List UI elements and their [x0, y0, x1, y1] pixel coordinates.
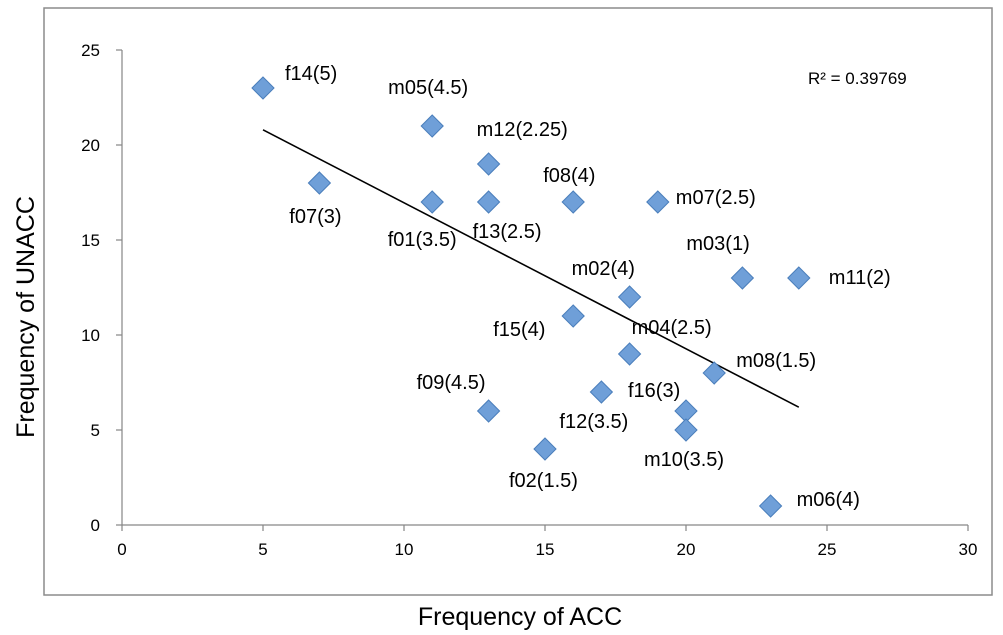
data-point-marker	[561, 190, 585, 214]
data-point-label: f01(3.5)	[388, 229, 457, 251]
data-point-marker	[420, 114, 444, 138]
data-point-label: f07(3)	[289, 206, 341, 228]
x-axis-title: Frequency of ACC	[418, 603, 622, 631]
data-point-label: f02(1.5)	[509, 470, 578, 492]
data-point-marker	[251, 76, 275, 100]
data-point-marker	[307, 171, 332, 195]
data-point-label: f13(2.5)	[473, 221, 542, 243]
data-point-marker	[787, 266, 811, 290]
y-tick-label: 25	[81, 41, 100, 60]
y-tick-label: 0	[91, 516, 100, 535]
data-point-label: m06(4)	[797, 489, 860, 511]
data-point-marker	[476, 190, 501, 214]
trendline	[262, 129, 800, 408]
data-point-marker	[617, 285, 642, 309]
x-tick-label: 25	[818, 540, 837, 559]
y-tick-label: 20	[81, 136, 100, 155]
points-group: f14(5) m05(4.5) m12(2.25) f07(3) f01(3.5) f13…	[251, 63, 891, 518]
ticks: 0 5 10 15 20 25 30 0 5 10 15 20 25	[81, 41, 977, 559]
data-point-marker	[674, 418, 698, 442]
y-tick-label: 5	[91, 421, 100, 440]
x-tick-label: 15	[536, 540, 555, 559]
data-point-label: m04(2.5)	[632, 317, 712, 339]
data-point-marker	[617, 342, 642, 366]
data-point-marker	[476, 399, 501, 423]
y-tick-label: 10	[81, 326, 100, 345]
x-tick-label: 30	[959, 540, 978, 559]
x-tick-label: 10	[395, 540, 414, 559]
x-tick-label: 0	[117, 540, 126, 559]
data-point-label: m10(3.5)	[644, 449, 724, 471]
r-squared-annotation: R² = 0.39769	[808, 69, 907, 88]
x-tick-label: 5	[258, 540, 267, 559]
data-point-marker	[646, 190, 670, 214]
data-point-label: m03(1)	[686, 233, 749, 255]
y-axis-title: Frequency of UNACC	[12, 196, 40, 438]
data-point-label: m11(2)	[829, 267, 891, 289]
data-point-label: m02(4)	[572, 258, 635, 280]
chart-frame	[43, 7, 993, 596]
data-point-marker	[476, 152, 501, 176]
x-tick-label: 20	[677, 540, 696, 559]
data-point-label: m05(4.5)	[388, 77, 468, 99]
data-point-label: m12(2.25)	[477, 119, 568, 141]
data-point-label: f08(4)	[543, 165, 595, 187]
data-point-label: f14(5)	[285, 63, 337, 85]
data-point-label: m08(1.5)	[736, 350, 816, 372]
data-point-label: m07(2.5)	[676, 187, 756, 209]
data-point-marker	[758, 494, 783, 518]
data-point-label: f09(4.5)	[417, 372, 486, 394]
data-point-label: f12(3.5)	[559, 411, 628, 433]
data-point-marker	[702, 361, 726, 385]
data-point-marker	[589, 380, 614, 404]
data-point-label: f15(4)	[493, 319, 545, 341]
data-point-marker	[561, 304, 585, 328]
data-point-label: f16(3)	[628, 380, 680, 402]
data-point-marker	[420, 190, 444, 214]
data-point-marker	[730, 266, 755, 290]
trendline-group	[262, 129, 800, 408]
data-point-marker	[533, 437, 557, 461]
y-tick-label: 15	[81, 231, 100, 250]
